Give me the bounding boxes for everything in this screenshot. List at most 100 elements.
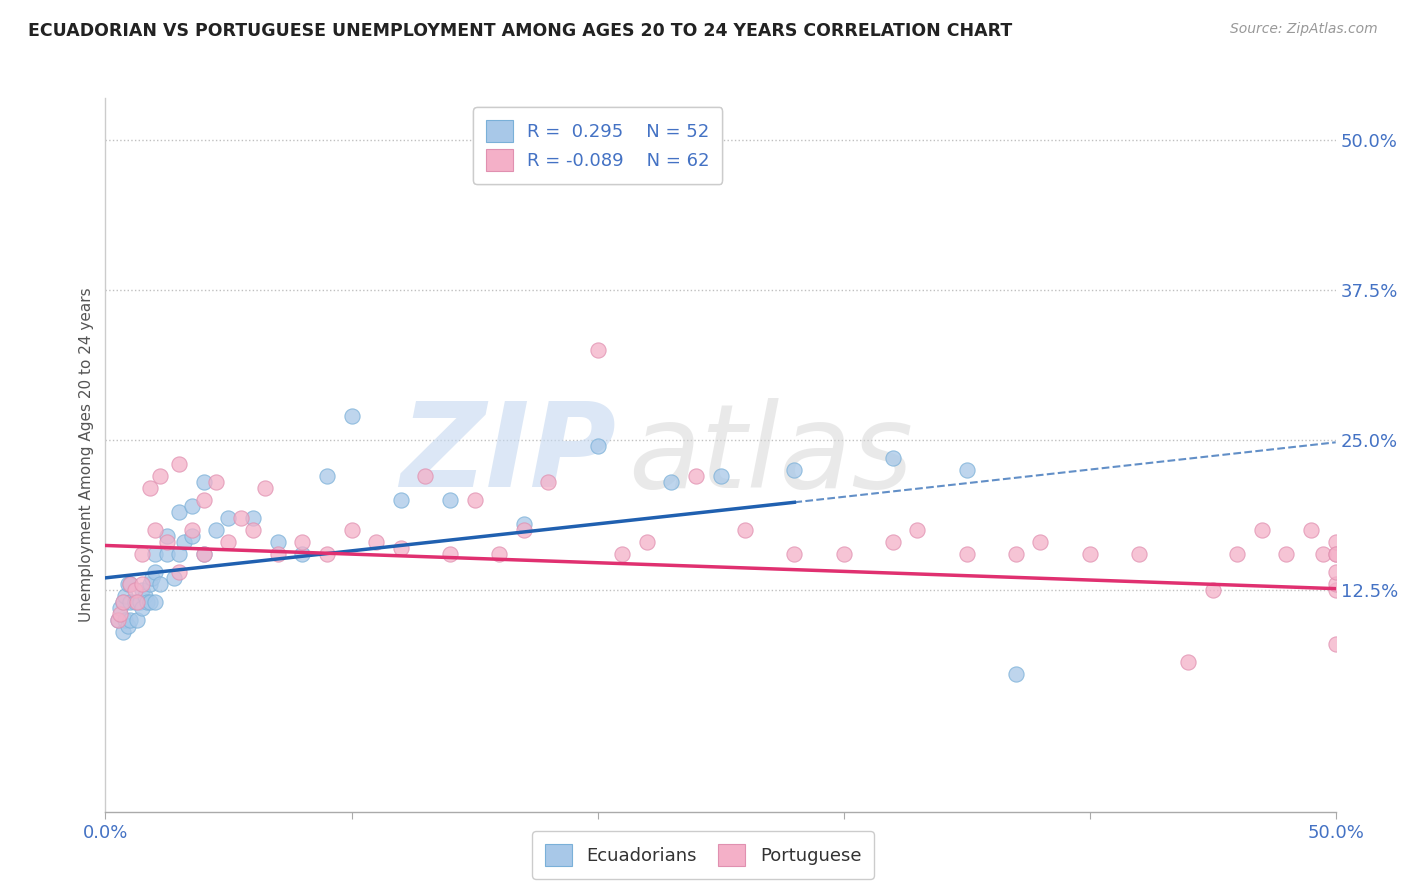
Point	[710, 469, 733, 483]
Point	[907, 523, 929, 537]
Point	[173, 534, 195, 549]
Text: atlas: atlas	[628, 398, 914, 512]
Point	[1324, 637, 1347, 651]
Point	[610, 547, 633, 561]
Text: ZIP: ZIP	[399, 398, 616, 512]
Point	[120, 613, 141, 627]
Point	[636, 534, 658, 549]
Point	[138, 577, 162, 591]
Legend: Ecuadorians, Portuguese: Ecuadorians, Portuguese	[531, 831, 875, 879]
Point	[734, 523, 756, 537]
Point	[389, 492, 412, 507]
Point	[120, 577, 141, 591]
Point	[1029, 534, 1052, 549]
Point	[169, 565, 191, 579]
Point	[956, 547, 979, 561]
Point	[117, 577, 139, 591]
Point	[956, 463, 979, 477]
Point	[107, 613, 129, 627]
Point	[1275, 547, 1298, 561]
Point	[120, 595, 141, 609]
Point	[832, 547, 855, 561]
Point	[291, 547, 314, 561]
Point	[193, 547, 215, 561]
Point	[1004, 547, 1026, 561]
Point	[127, 595, 149, 609]
Point	[124, 582, 146, 597]
Point	[267, 534, 290, 549]
Point	[1324, 565, 1347, 579]
Point	[193, 492, 215, 507]
Point	[366, 534, 388, 549]
Point	[138, 481, 162, 495]
Point	[131, 600, 153, 615]
Point	[169, 505, 191, 519]
Point	[1251, 523, 1274, 537]
Point	[131, 582, 153, 597]
Point	[267, 547, 290, 561]
Point	[389, 541, 412, 555]
Point	[340, 523, 363, 537]
Point	[1004, 666, 1026, 681]
Point	[1324, 534, 1347, 549]
Point	[1202, 582, 1225, 597]
Point	[1128, 547, 1150, 561]
Point	[107, 613, 129, 627]
Point	[110, 600, 132, 615]
Point	[513, 516, 536, 531]
Point	[193, 475, 215, 489]
Point	[513, 523, 536, 537]
Point	[129, 595, 152, 609]
Point	[131, 577, 153, 591]
Point	[124, 595, 146, 609]
Point	[1177, 655, 1199, 669]
Point	[156, 534, 179, 549]
Point	[156, 547, 179, 561]
Point	[134, 589, 156, 603]
Point	[143, 595, 166, 609]
Point	[193, 547, 215, 561]
Point	[131, 547, 153, 561]
Point	[143, 523, 166, 537]
Point	[882, 534, 904, 549]
Point	[114, 613, 136, 627]
Point	[143, 565, 166, 579]
Point	[537, 475, 560, 489]
Point	[413, 469, 436, 483]
Point	[242, 511, 264, 525]
Point	[340, 409, 363, 423]
Point	[882, 450, 904, 465]
Point	[111, 624, 134, 639]
Point	[111, 595, 134, 609]
Point	[138, 595, 162, 609]
Point	[149, 469, 172, 483]
Point	[783, 547, 806, 561]
Point	[169, 457, 191, 471]
Legend: R =  0.295    N = 52, R = -0.089    N = 62: R = 0.295 N = 52, R = -0.089 N = 62	[472, 107, 723, 184]
Point	[439, 547, 461, 561]
Point	[205, 523, 228, 537]
Point	[1324, 547, 1347, 561]
Point	[1324, 577, 1347, 591]
Point	[218, 534, 240, 549]
Point	[315, 469, 337, 483]
Point	[111, 595, 134, 609]
Text: Source: ZipAtlas.com: Source: ZipAtlas.com	[1230, 22, 1378, 37]
Point	[180, 499, 202, 513]
Point	[783, 463, 806, 477]
Point	[117, 619, 139, 633]
Point	[163, 571, 186, 585]
Point	[120, 577, 141, 591]
Point	[661, 475, 683, 489]
Point	[149, 577, 172, 591]
Point	[1078, 547, 1101, 561]
Point	[114, 589, 136, 603]
Point	[242, 523, 264, 537]
Point	[1312, 547, 1334, 561]
Point	[180, 523, 202, 537]
Point	[685, 469, 707, 483]
Point	[143, 547, 166, 561]
Point	[1324, 582, 1347, 597]
Point	[1226, 547, 1249, 561]
Y-axis label: Unemployment Among Ages 20 to 24 years: Unemployment Among Ages 20 to 24 years	[79, 287, 94, 623]
